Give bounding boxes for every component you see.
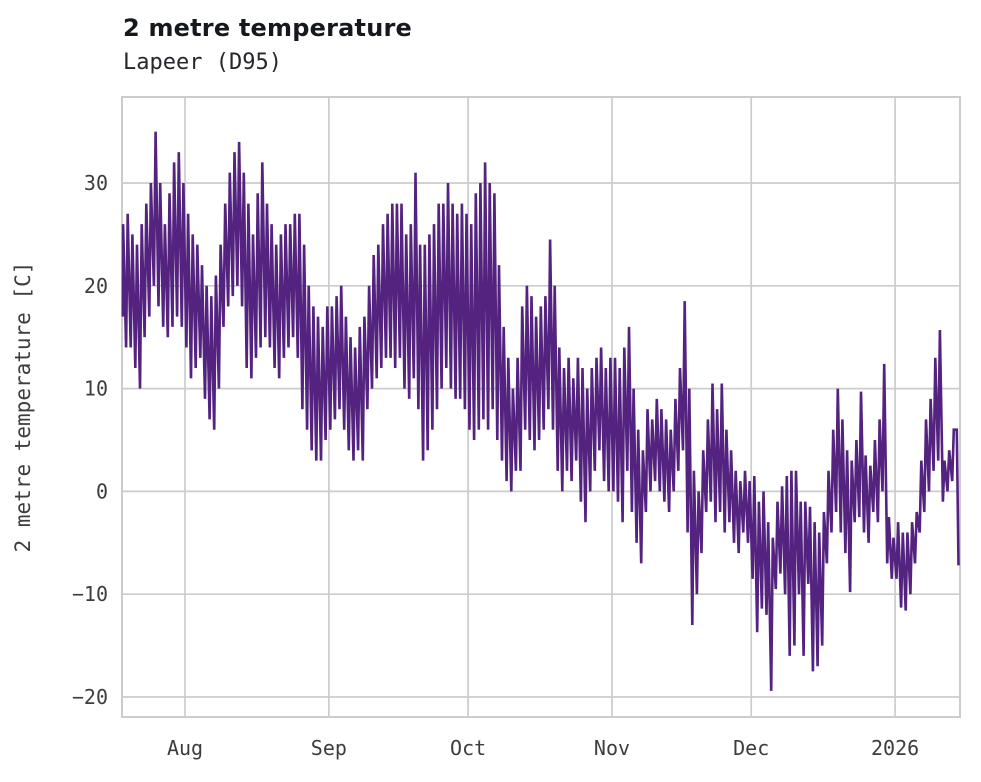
y-tick-label: 30 — [84, 171, 108, 195]
x-tick-label: Aug — [167, 736, 203, 760]
x-tick-label: Oct — [450, 736, 486, 760]
temperature-series-line — [121, 131, 960, 691]
x-tick-label: Nov — [594, 736, 630, 760]
chart-title: 2 metre temperature — [123, 14, 412, 42]
y-axis-label: 2 metre temperature [C] — [11, 262, 35, 553]
y-tick-label: 0 — [96, 479, 108, 503]
temperature-series — [121, 131, 960, 691]
x-tick-label: Dec — [733, 736, 769, 760]
axis-tick-labels: 30 20 10 0 −10 −20 Aug Sep Oct Nov Dec 2026 — [72, 171, 919, 760]
plot-frame — [121, 96, 961, 718]
y-tick-label: −20 — [72, 685, 108, 709]
y-tick-label: −10 — [72, 582, 108, 606]
chart-subtitle: Lapeer (D95) — [123, 50, 282, 75]
y-tick-label: 20 — [84, 274, 108, 298]
grid-lines — [122, 97, 960, 717]
y-tick-label: 10 — [84, 377, 108, 401]
x-tick-label: 2026 — [871, 736, 919, 760]
x-tick-label: Sep — [311, 736, 347, 760]
